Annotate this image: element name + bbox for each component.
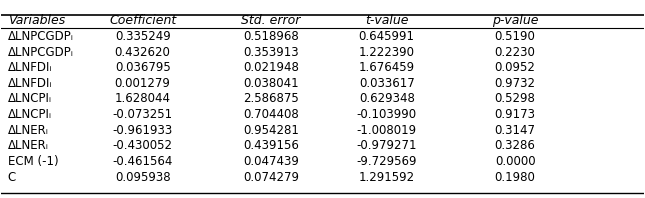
- Text: 0.095938: 0.095938: [115, 171, 170, 184]
- Text: ECM (-1): ECM (-1): [8, 155, 59, 168]
- Text: 0.1980: 0.1980: [495, 171, 535, 184]
- Text: 1.222390: 1.222390: [359, 46, 415, 59]
- Text: ΔLNFDIᵢ: ΔLNFDIᵢ: [8, 77, 52, 90]
- Text: Std. error: Std. error: [241, 14, 301, 27]
- Text: C: C: [8, 171, 16, 184]
- Text: Coefficient: Coefficient: [109, 14, 176, 27]
- Text: Variables: Variables: [8, 14, 65, 27]
- Text: -0.430052: -0.430052: [113, 139, 173, 152]
- Text: 0.645991: 0.645991: [359, 30, 415, 43]
- Text: -0.103990: -0.103990: [357, 108, 417, 121]
- Text: 0.9732: 0.9732: [495, 77, 535, 90]
- Text: ΔLNPCGDPᵢ: ΔLNPCGDPᵢ: [8, 30, 74, 43]
- Text: -0.461564: -0.461564: [112, 155, 173, 168]
- Text: 0.353913: 0.353913: [243, 46, 299, 59]
- Text: ΔLNCPIᵢ: ΔLNCPIᵢ: [8, 92, 52, 106]
- Text: ΔLNERᵢ: ΔLNERᵢ: [8, 124, 48, 137]
- Text: 1.291592: 1.291592: [359, 171, 415, 184]
- Text: 0.5298: 0.5298: [495, 92, 535, 106]
- Text: t-value: t-value: [365, 14, 408, 27]
- Text: -0.979271: -0.979271: [357, 139, 417, 152]
- Text: 0.001279: 0.001279: [115, 77, 171, 90]
- Text: 1.676459: 1.676459: [359, 61, 415, 74]
- Text: 0.036795: 0.036795: [115, 61, 170, 74]
- Text: ΔLNCPIᵢ: ΔLNCPIᵢ: [8, 108, 52, 121]
- Text: ΔLNPCGDPᵢ: ΔLNPCGDPᵢ: [8, 46, 74, 59]
- Text: 0.432620: 0.432620: [115, 46, 171, 59]
- Text: 0.9173: 0.9173: [495, 108, 535, 121]
- Text: ΔLNFDIᵢ: ΔLNFDIᵢ: [8, 61, 52, 74]
- Text: 0.629348: 0.629348: [359, 92, 415, 106]
- Text: 0.335249: 0.335249: [115, 30, 170, 43]
- Text: 0.954281: 0.954281: [243, 124, 299, 137]
- Text: 0.3147: 0.3147: [495, 124, 535, 137]
- Text: 0.2230: 0.2230: [495, 46, 535, 59]
- Text: 0.047439: 0.047439: [243, 155, 299, 168]
- Text: 2.586875: 2.586875: [243, 92, 299, 106]
- Text: ΔLNERᵢ: ΔLNERᵢ: [8, 139, 48, 152]
- Text: 0.518968: 0.518968: [243, 30, 299, 43]
- Text: -9.729569: -9.729569: [357, 155, 417, 168]
- Text: p-value: p-value: [492, 14, 539, 27]
- Text: 0.439156: 0.439156: [243, 139, 299, 152]
- Text: 0.3286: 0.3286: [495, 139, 535, 152]
- Text: 0.021948: 0.021948: [243, 61, 299, 74]
- Text: 0.033617: 0.033617: [359, 77, 415, 90]
- Text: -0.073251: -0.073251: [113, 108, 173, 121]
- Text: 0.074279: 0.074279: [243, 171, 299, 184]
- Text: 0.5190: 0.5190: [495, 30, 535, 43]
- Text: 0.704408: 0.704408: [243, 108, 299, 121]
- Text: 1.628044: 1.628044: [115, 92, 171, 106]
- Text: 0.0952: 0.0952: [495, 61, 535, 74]
- Text: 0.0000: 0.0000: [495, 155, 535, 168]
- Text: 0.038041: 0.038041: [243, 77, 299, 90]
- Text: -0.961933: -0.961933: [113, 124, 173, 137]
- Text: -1.008019: -1.008019: [357, 124, 417, 137]
